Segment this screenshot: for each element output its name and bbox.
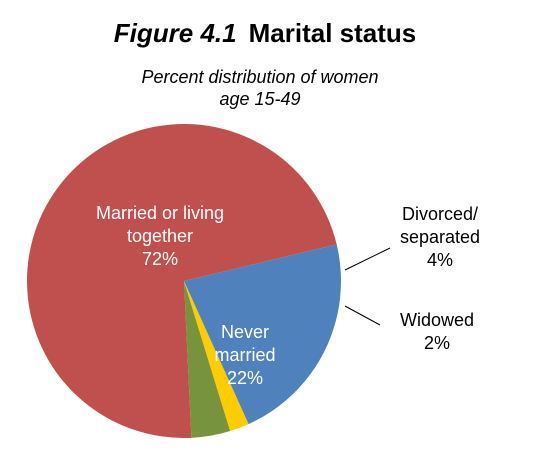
value-label-never-married: 22% (227, 368, 263, 388)
slice-label-married: together (127, 226, 193, 246)
slice-label-married: Married or living (96, 203, 224, 223)
value-label-widowed: 2% (424, 333, 450, 353)
slice-label-divorced: Divorced/ (402, 204, 478, 224)
slice-label-widowed: Widowed (400, 310, 474, 330)
slice-label-never-married: married (214, 345, 275, 365)
value-label-married: 72% (142, 249, 178, 269)
value-label-divorced: 4% (427, 250, 453, 270)
slice-label-never-married: Never (221, 322, 269, 342)
leader-line-divorced (345, 248, 390, 270)
slice-label-divorced: separated (400, 227, 480, 247)
leader-line-widowed (345, 306, 380, 325)
